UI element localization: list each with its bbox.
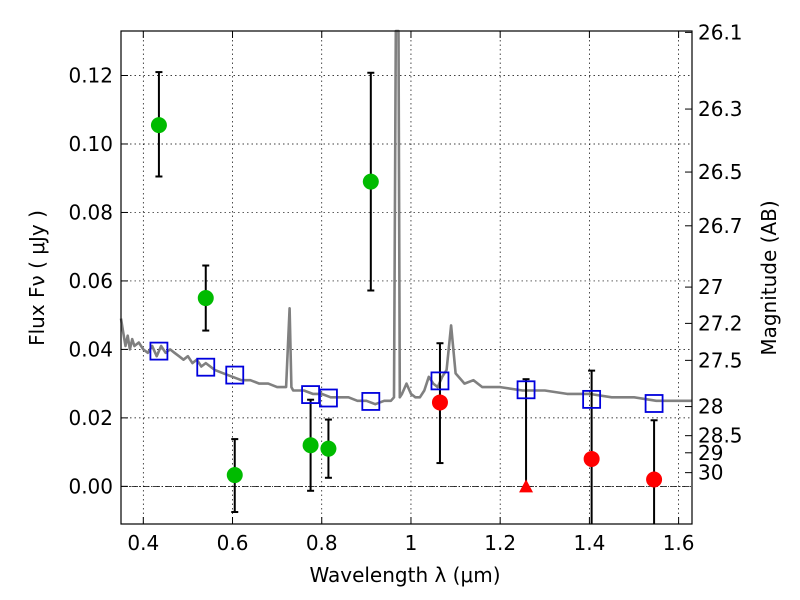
y-tick-label: 0.12 [68, 64, 113, 88]
data-point [646, 471, 663, 488]
data-point [583, 450, 600, 467]
y2-tick-label: 26.5 [698, 160, 743, 184]
model-photometry-point [196, 357, 216, 377]
data-point [362, 173, 379, 190]
x-tick-label: 1.2 [484, 531, 516, 555]
x-tick-label: 0.6 [217, 531, 249, 555]
upper-limit-point [519, 479, 534, 493]
data-point [226, 467, 243, 484]
y2-axis-title: Magnitude (AB) [757, 200, 781, 355]
y-tick-label: 0.04 [68, 337, 113, 361]
x-tick-label: 1.4 [573, 531, 605, 555]
y2-tick-label: 29 [698, 441, 723, 465]
x-tick-label: 1 [405, 531, 418, 555]
tick-labels: 0.4 0.6 0.8 1 1.2 1.4 1.6 0.00 0.02 0.04 0.06 0.08 0… [68, 20, 742, 555]
y-tick-label: 0.10 [68, 132, 113, 156]
y2-tick-label: 28.5 [698, 424, 743, 448]
model-photometry-point [582, 389, 602, 409]
data-point [150, 117, 167, 134]
y2-tick-label: 26.1 [698, 20, 743, 44]
x-axis-title: Wavelength λ (μm) [309, 563, 500, 587]
data-point [431, 394, 448, 411]
y2-tick-label: 26.7 [698, 214, 743, 238]
plot-frame [120, 30, 693, 525]
model-photometry-point [361, 392, 381, 411]
spectrum-line [119, 29, 692, 406]
x-tick-label: 0.4 [127, 531, 159, 555]
model-photometry-point [319, 388, 338, 408]
y-tick-label: 0.02 [68, 406, 113, 430]
y2-tick-label: 27.2 [698, 311, 743, 335]
model-spectrum [119, 29, 692, 406]
axis-ticks [121, 31, 692, 524]
y-tick-label: 0.06 [68, 269, 113, 293]
y2-tick-label: 27 [698, 275, 723, 299]
data-point [197, 290, 214, 307]
y-tick-label: 0.00 [68, 474, 113, 498]
x-tick-label: 0.8 [306, 531, 338, 555]
y-axis-title: Flux Fν ( μJy ) [25, 210, 49, 346]
model-photometry-point [225, 365, 245, 385]
data-point [320, 440, 337, 457]
x-tick-label: 1.6 [663, 531, 695, 555]
y2-tick-label: 28 [698, 395, 723, 419]
grid [121, 31, 692, 524]
model-photometry-point [149, 341, 169, 361]
model-photometry-point [644, 394, 664, 413]
model-photometry-point [516, 380, 536, 400]
data-markers [149, 117, 664, 493]
model-photometry-point [430, 371, 450, 391]
y-tick-label: 0.08 [68, 200, 113, 224]
y2-tick-label: 26.3 [698, 97, 743, 121]
y2-tick-label: 30 [698, 461, 723, 485]
data-point [302, 437, 319, 454]
y2-tick-label: 27.5 [698, 348, 743, 372]
